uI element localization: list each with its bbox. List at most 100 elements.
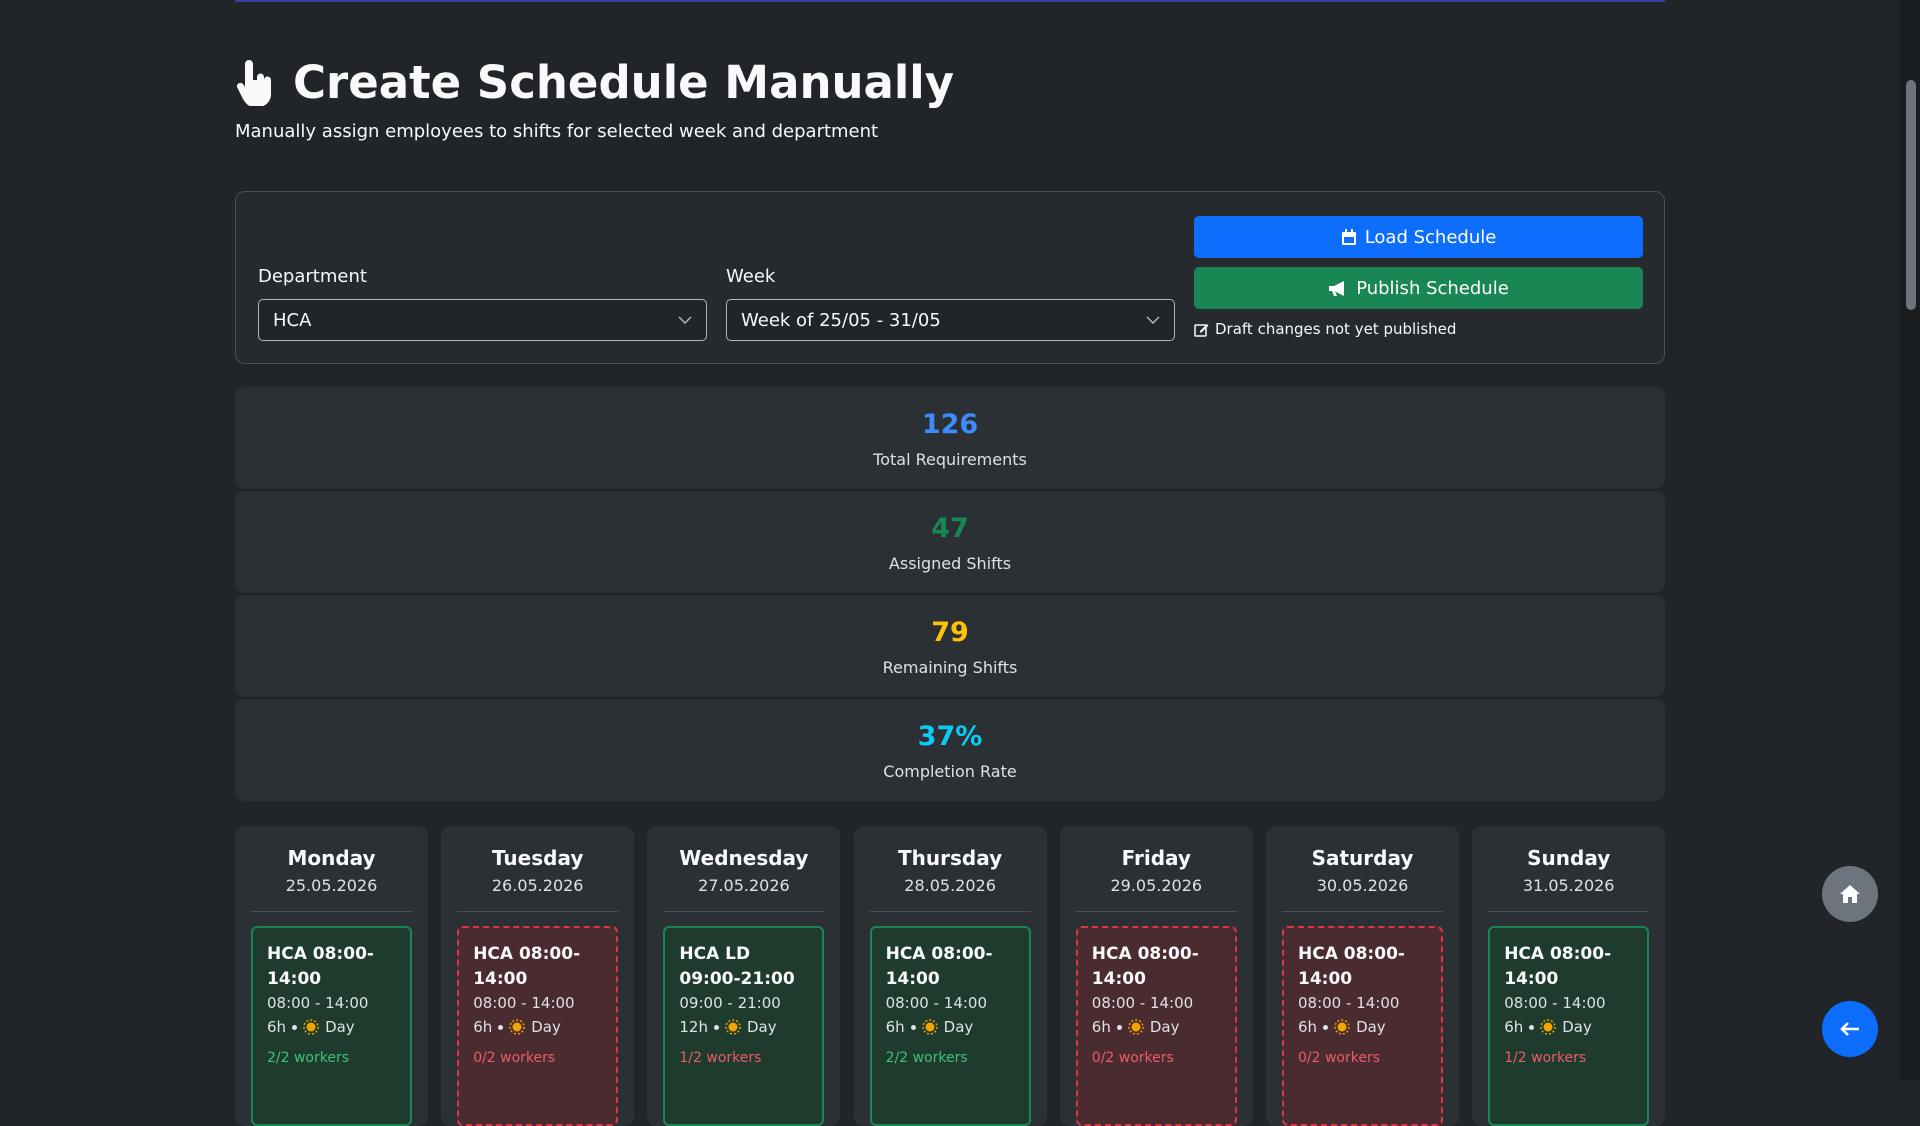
day-column: Sunday 31.05.2026 HCA 08:00-14:00 08:00 - 1…: [1472, 826, 1666, 1126]
shift-workers: 0/2 workers: [1298, 1050, 1381, 1066]
department-select[interactable]: HCA: [258, 299, 707, 341]
divider: [1075, 911, 1237, 912]
shift-card[interactable]: HCA 08:00-14:00 08:00 - 14:00 6h Day 2/2 wor…: [869, 926, 1031, 1126]
back-button[interactable]: [1822, 1001, 1878, 1057]
sun-icon: [1128, 1019, 1144, 1035]
shift-meta: 12h Day: [679, 1018, 808, 1036]
separator: [1116, 1024, 1122, 1030]
shift-period: Day: [1149, 1018, 1180, 1036]
edit-icon: [1194, 323, 1209, 337]
stat-label: Remaining Shifts: [882, 658, 1018, 677]
shift-meta: 6h Day: [473, 1018, 602, 1036]
shift-workers: 1/2 workers: [679, 1050, 762, 1066]
shift-card[interactable]: HCA 08:00-14:00 08:00 - 14:00 6h Day 2/2 wor…: [251, 926, 412, 1126]
stat-card: 79 Remaining Shifts: [235, 595, 1665, 697]
shift-card[interactable]: HCA 08:00-14:00 08:00 - 14:00 6h Day 1/2 wor…: [1488, 926, 1650, 1126]
body: Create Schedule Manually Manually assign…: [235, 0, 1920, 1126]
day-column: Saturday 30.05.2026 HCA 08:00-14:00 08:00 -…: [1266, 826, 1459, 1126]
publish-button[interactable]: Publish Schedule: [1194, 267, 1643, 309]
publish-label: Publish Schedule: [1356, 277, 1509, 299]
day-date: 30.05.2026: [1316, 876, 1409, 895]
shift-card[interactable]: HCA 08:00-14:00 08:00 - 14:00 6h Day 0/2 wor…: [457, 926, 619, 1126]
shift-meta: 6h Day: [1504, 1018, 1633, 1036]
department-value: HCA: [273, 309, 312, 331]
shift-card[interactable]: HCA LD 09:00-21:00 09:00 - 21:00 12h Day 1/2…: [663, 926, 825, 1126]
shift-time: 09:00 - 21:00: [679, 994, 781, 1012]
shift-duration: 6h: [885, 1018, 905, 1036]
sun-icon: [725, 1019, 741, 1035]
day-date: 28.05.2026: [904, 876, 996, 895]
load-button[interactable]: Load Schedule: [1194, 216, 1643, 258]
filter-card: Department HCA Week Week of 25/05 - 31/0…: [235, 191, 1665, 364]
day-name: Wednesday: [679, 846, 809, 870]
draft-text: Draft changes not yet published: [1215, 320, 1457, 338]
department-label: Department: [258, 266, 367, 287]
shift-period: Day: [531, 1018, 561, 1036]
stat-label: Completion Rate: [883, 762, 1017, 781]
shift-workers: 2/2 workers: [267, 1050, 350, 1066]
top-border: [235, 0, 1665, 2]
draft-note: Draft changes not yet published: [1194, 320, 1456, 338]
day-name: Saturday: [1311, 846, 1414, 870]
shift-meta: 6h Day: [267, 1018, 396, 1036]
week-select[interactable]: Week of 25/05 - 31/05: [726, 299, 1175, 341]
shift-title: HCA 08:00-14:00: [267, 944, 374, 989]
shift-time: 08:00 - 14:00: [267, 994, 369, 1012]
sun-icon: [1334, 1019, 1350, 1035]
day-name: Thursday: [898, 846, 1003, 870]
divider: [457, 911, 619, 912]
stat-value: 79: [931, 617, 969, 648]
stat-card: 37% Completion Rate: [235, 699, 1665, 801]
day-column: Thursday 28.05.2026 HCA 08:00-14:00 08:00 -…: [853, 826, 1047, 1126]
shift-title: HCA 08:00-14:00: [1504, 944, 1612, 989]
shift-duration: 6h: [1504, 1018, 1524, 1036]
shift-period: Day: [746, 1018, 777, 1036]
shift-title: HCA 08:00-14:00: [473, 944, 581, 989]
divider: [1488, 911, 1650, 912]
sun-icon: [1540, 1019, 1556, 1035]
shift-time: 08:00 - 14:00: [885, 994, 987, 1012]
shift-title: HCA 08:00-14:00: [1298, 944, 1405, 989]
shift-card[interactable]: HCA 08:00-14:00 08:00 - 14:00 6h Day 0/2 wor…: [1075, 926, 1237, 1126]
shift-period: Day: [943, 1018, 974, 1036]
chevron: [678, 316, 692, 324]
title: Create Schedule Manually: [293, 56, 955, 109]
shift-time: 08:00 - 14:00: [1298, 994, 1400, 1012]
stat-label: Assigned Shifts: [888, 554, 1012, 573]
shift-card[interactable]: HCA 08:00-14:00 08:00 - 14:00 6h Day 0/2 wor…: [1282, 926, 1443, 1126]
day-column: Monday 25.05.2026 HCA 08:00-14:00 08:00 - 1…: [235, 826, 428, 1126]
stat-card: 47 Assigned Shifts: [235, 491, 1665, 593]
day-name: Friday: [1121, 846, 1191, 870]
shift-time: 08:00 - 14:00: [1091, 994, 1194, 1012]
megaphone-icon: [1329, 280, 1345, 296]
week-label: Week: [726, 266, 776, 287]
shift-title: HCA LD 09:00-21:00: [679, 944, 795, 989]
subtitle: Manually assign employees to shifts for …: [235, 121, 879, 142]
separator: [498, 1024, 504, 1030]
home-button[interactable]: [1822, 866, 1878, 922]
stat-label: Total Requirements: [873, 450, 1027, 469]
home-icon: [1840, 885, 1860, 903]
shift-duration: 6h: [1091, 1018, 1111, 1036]
shift-workers: 0/2 workers: [1091, 1050, 1174, 1066]
hand-icon: [236, 59, 271, 106]
shift-title: HCA 08:00-14:00: [885, 944, 993, 989]
shift-period: Day: [325, 1018, 355, 1036]
shift-workers: 2/2 workers: [885, 1050, 968, 1066]
sun-icon: [921, 1019, 938, 1035]
separator: [1529, 1024, 1535, 1030]
day-date: 26.05.2026: [491, 876, 584, 895]
stat-value: 126: [921, 409, 979, 440]
scrollbar: [1900, 0, 1920, 1080]
shift-workers: 1/2 workers: [1504, 1050, 1587, 1066]
arrow-icon: [1840, 1022, 1859, 1036]
sun-icon: [509, 1019, 525, 1035]
day-date: 25.05.2026: [285, 876, 378, 895]
divider: [1282, 911, 1443, 912]
shift-period: Day: [1562, 1018, 1592, 1036]
chevron: [1146, 316, 1160, 324]
stat-value: 37%: [917, 721, 983, 752]
separator: [292, 1024, 298, 1030]
week-value: Week of 25/05 - 31/05: [741, 309, 941, 331]
shift-time: 08:00 - 14:00: [473, 994, 575, 1012]
